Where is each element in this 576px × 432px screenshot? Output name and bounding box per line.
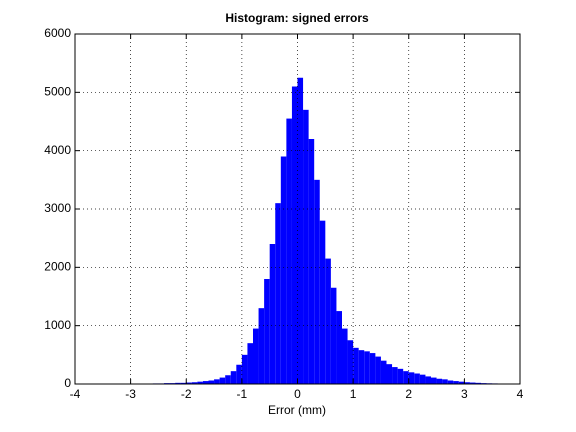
bar [219,377,226,384]
bar [342,328,348,384]
bar [386,364,393,384]
x-tick-label: 3 [461,387,468,401]
bar [286,118,292,384]
bar [408,372,415,384]
bar [280,156,287,384]
bar [291,86,298,384]
bar [230,371,237,384]
bar [464,382,470,384]
y-tick-label: 1000 [44,318,71,332]
bar [225,375,231,384]
x-tick-label: 2 [405,387,412,401]
bar [214,379,220,384]
bar [358,350,365,384]
x-tick-label: -4 [70,387,81,401]
bar [469,382,476,384]
y-tick-label: 6000 [44,26,71,40]
bar [297,77,304,384]
bar [208,380,215,384]
bar [419,374,426,384]
x-axis-label: Error (mm) [268,403,326,417]
bar [241,354,248,384]
bar [264,279,270,384]
bar [336,311,342,384]
bar [369,353,376,384]
bar [364,351,370,384]
bar [453,381,459,384]
bar [202,381,209,384]
bar [303,109,309,384]
bar [436,378,443,384]
x-tick-label: -2 [181,387,192,401]
y-tick-label: 5000 [44,85,71,99]
bar [180,382,187,384]
bar [458,381,465,384]
bar [197,381,203,384]
x-tick-label: -3 [125,387,136,401]
bar [425,376,431,384]
bar [175,382,181,384]
bar [258,308,265,384]
bar [397,368,404,384]
plot-area [152,77,509,384]
bar [353,347,359,384]
x-tick-label: 4 [517,387,524,401]
x-tick-label: 0 [294,387,301,401]
bar [253,328,259,384]
bar [403,371,409,384]
bar [380,360,387,384]
bar [236,364,242,384]
x-tick-label: 1 [350,387,357,401]
y-tick-label: 3000 [44,201,71,215]
bar [319,220,326,384]
y-tick-label: 4000 [44,143,71,157]
bar [447,380,454,384]
bar [191,382,198,384]
bar [392,367,398,384]
bar [475,382,482,384]
bar [442,379,448,384]
bar [247,343,253,384]
x-tick-label: -1 [237,387,248,401]
bar [275,203,281,384]
bar [186,382,192,384]
bar [347,340,354,384]
bar [314,179,320,384]
bar [269,244,276,384]
bar [325,258,331,384]
chart-title: Histogram: signed errors [225,11,369,25]
bar [431,377,437,384]
bar [308,139,315,384]
bar [330,287,337,384]
bar [414,373,420,384]
y-tick-label: 0 [64,376,71,390]
bar [375,356,381,384]
y-tick-label: 2000 [44,260,71,274]
